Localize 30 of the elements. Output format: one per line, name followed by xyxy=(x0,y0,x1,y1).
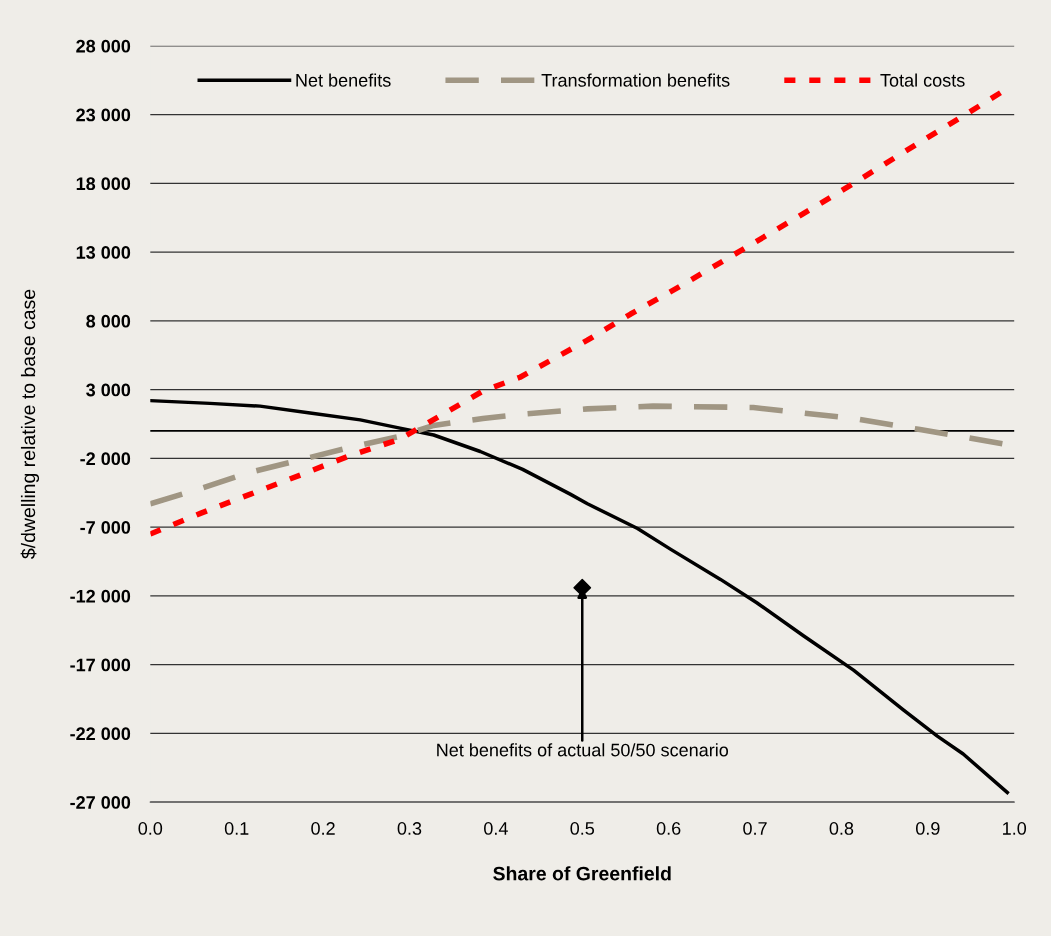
legend-label: Total costs xyxy=(880,73,965,87)
y-tick-label: -22 000 xyxy=(70,727,131,741)
x-tick-label: 0.1 xyxy=(224,822,249,835)
y-axis-title: $/dwelling relative to base case xyxy=(20,289,40,559)
x-tick-label: 0.8 xyxy=(829,822,854,835)
y-tick-label: 13 000 xyxy=(76,246,131,259)
y-tick-label: -27 000 xyxy=(70,796,131,809)
y-tick-label: 3 000 xyxy=(86,383,131,397)
y-tick-label: 8 000 xyxy=(86,314,131,328)
x-tick-label: 0.4 xyxy=(484,822,508,835)
x-tick-label: 0.0 xyxy=(138,822,163,835)
y-tick-label: 23 000 xyxy=(76,108,131,122)
y-tick-label: -17 000 xyxy=(70,658,131,672)
y-tick-label: -2 000 xyxy=(80,452,131,466)
legend-label: Transformation benefits xyxy=(541,73,730,87)
line-series xyxy=(150,398,1010,795)
x-tick-label: 0.6 xyxy=(656,822,681,835)
y-tick-label: -7 000 xyxy=(80,521,131,534)
x-tick-label: 0.5 xyxy=(570,822,595,835)
x-tick-label: 0.7 xyxy=(743,822,767,835)
y-tick-label: -12 000 xyxy=(70,589,131,603)
x-tick-label: 0.9 xyxy=(915,822,940,835)
y-tick-label: 18 000 xyxy=(76,177,131,191)
x-axis-title: Share of Greenfield xyxy=(493,866,671,881)
x-tick-label: 0.3 xyxy=(397,822,422,835)
x-tick-label: 1.0 xyxy=(1003,822,1027,835)
x-tick-label: 0.2 xyxy=(311,822,335,835)
y-tick-label: 28 000 xyxy=(76,39,131,53)
annotation: Net benefits of actual 50/50 scenario xyxy=(437,743,729,757)
legend-label: Net benefits xyxy=(296,73,391,87)
